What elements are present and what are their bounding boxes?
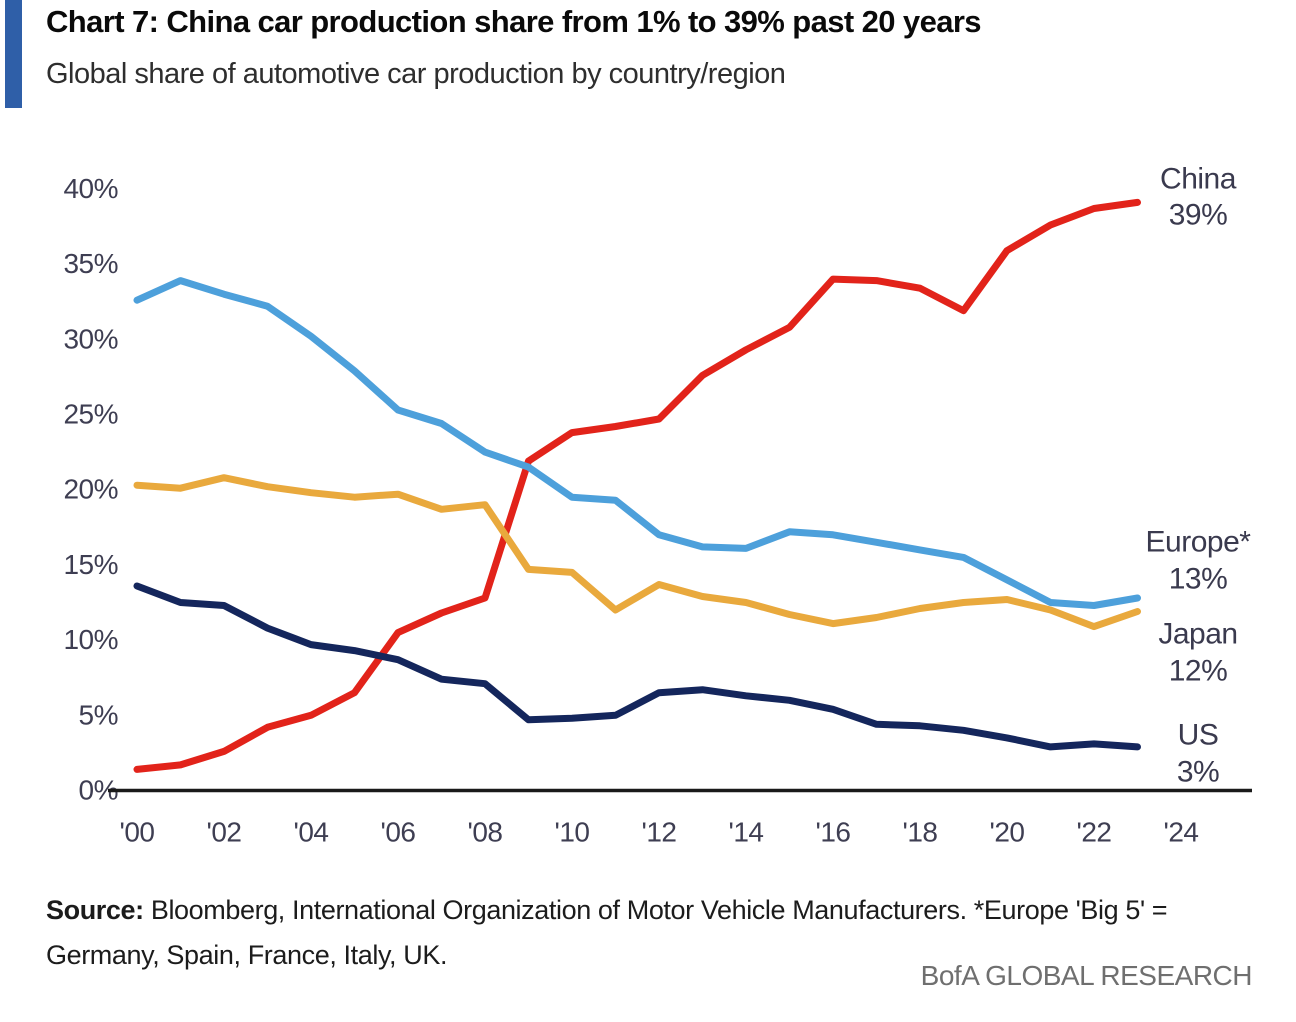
x-tick-label: '02: [207, 817, 242, 848]
x-tick-label: '04: [294, 817, 329, 848]
source-line-1: Source: Bloomberg, International Organiz…: [46, 888, 1168, 933]
x-tick-label: '16: [816, 817, 851, 848]
series-end-label-china: 39%: [1169, 199, 1228, 232]
chart-subtitle: Global share of automotive car productio…: [46, 58, 786, 90]
y-tick-label: 25%: [63, 399, 118, 430]
y-tick-label: 35%: [63, 248, 118, 279]
accent-bar: [5, 0, 22, 108]
x-tick-label: '22: [1077, 817, 1112, 848]
series-end-label-us: US: [1178, 719, 1219, 752]
source-note: Source: Bloomberg, International Organiz…: [46, 888, 1168, 978]
source-line-2: Germany, Spain, France, Italy, UK.: [46, 940, 448, 970]
series-end-label-us: 3%: [1177, 756, 1219, 789]
series-end-label-japan: 12%: [1169, 655, 1228, 688]
x-tick-label: '20: [990, 817, 1025, 848]
chart-title: Chart 7: China car production share from…: [46, 4, 982, 39]
y-tick-label: 10%: [63, 624, 118, 655]
series-line-us: [133, 582, 1141, 751]
series-end-label-china: China: [1160, 163, 1237, 196]
y-tick-label: 40%: [63, 173, 118, 204]
x-tick-label: '08: [468, 817, 503, 848]
x-tick-label: '18: [903, 817, 938, 848]
series-line-japan: [133, 474, 1141, 631]
series-end-label-europe: 13%: [1169, 563, 1228, 596]
y-tick-label: 15%: [63, 549, 118, 580]
y-tick-label: 20%: [63, 474, 118, 505]
x-tick-label: '00: [120, 817, 155, 848]
series-end-label-europe: Europe*: [1146, 526, 1252, 559]
series-end-label-japan: Japan: [1158, 618, 1237, 651]
x-tick-label: '14: [729, 817, 764, 848]
x-tick-label: '12: [642, 817, 677, 848]
source-text: Bloomberg, International Organization of…: [143, 895, 1168, 925]
series-line-china: [133, 198, 1141, 773]
x-tick-label: '06: [381, 817, 416, 848]
source-label: Source:: [46, 895, 144, 925]
x-tick-label: '24: [1164, 817, 1199, 848]
y-tick-label: 30%: [63, 323, 118, 354]
y-tick-label: 5%: [79, 699, 118, 730]
x-tick-label: '10: [555, 817, 590, 848]
series-line-europe: [133, 277, 1141, 609]
brand-logo: BofA GLOBAL RESEARCH: [920, 960, 1253, 991]
